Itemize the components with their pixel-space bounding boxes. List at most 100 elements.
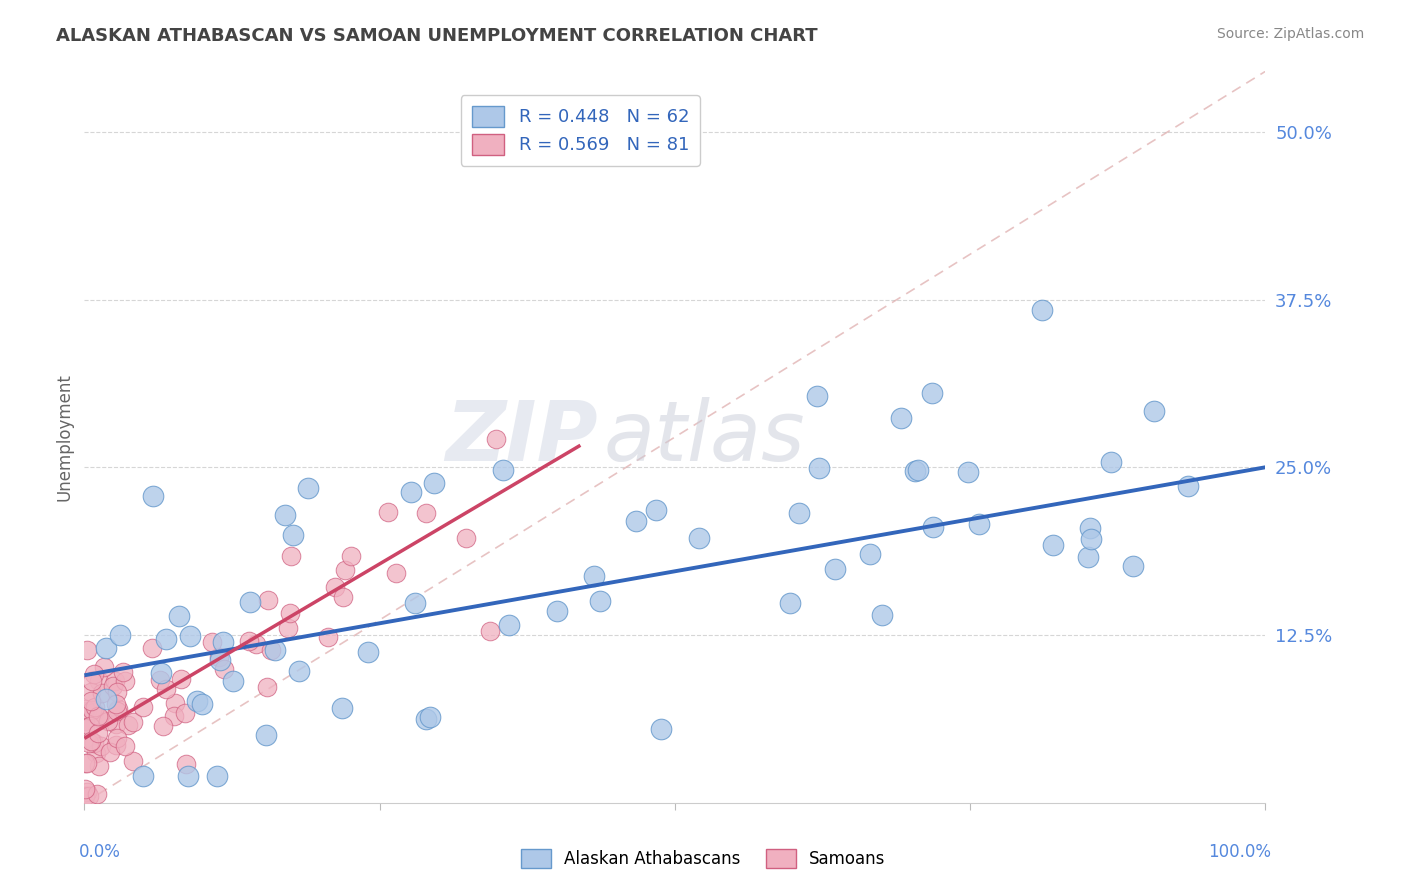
Point bbox=[454, 531, 477, 545]
Point bbox=[824, 562, 846, 576]
Point bbox=[83, 705, 105, 719]
Point bbox=[76, 643, 98, 657]
Point bbox=[589, 594, 612, 608]
Point bbox=[76, 784, 98, 798]
Point bbox=[121, 715, 143, 730]
Point bbox=[280, 607, 302, 621]
Point bbox=[688, 531, 710, 545]
Point bbox=[264, 643, 287, 657]
Point bbox=[142, 489, 165, 503]
Point bbox=[163, 696, 186, 710]
Point bbox=[111, 665, 134, 680]
Point bbox=[806, 389, 828, 403]
Point bbox=[155, 632, 177, 646]
Point bbox=[93, 659, 115, 673]
Point bbox=[274, 508, 297, 523]
Point bbox=[83, 699, 105, 714]
Point bbox=[82, 674, 104, 689]
Point bbox=[239, 595, 262, 609]
Point bbox=[890, 411, 912, 425]
Point bbox=[404, 596, 426, 610]
Point bbox=[104, 698, 127, 712]
Text: 100.0%: 100.0% bbox=[1208, 843, 1271, 861]
Point bbox=[333, 563, 356, 577]
Point bbox=[872, 608, 894, 623]
Point bbox=[174, 706, 197, 720]
Point bbox=[208, 653, 231, 667]
Point bbox=[297, 481, 319, 495]
Point bbox=[787, 506, 810, 520]
Point bbox=[399, 485, 422, 500]
Point bbox=[1122, 559, 1144, 574]
Point bbox=[277, 621, 299, 635]
Point bbox=[288, 664, 311, 678]
Point bbox=[91, 686, 114, 700]
Point bbox=[132, 769, 155, 783]
Point bbox=[114, 674, 136, 689]
Point bbox=[87, 725, 110, 739]
Point bbox=[167, 609, 190, 624]
Point bbox=[903, 464, 925, 478]
Point bbox=[205, 769, 228, 783]
Legend: Alaskan Athabascans, Samoans: Alaskan Athabascans, Samoans bbox=[515, 842, 891, 875]
Point bbox=[90, 739, 112, 753]
Point bbox=[87, 711, 110, 725]
Point bbox=[859, 547, 882, 561]
Point bbox=[1177, 479, 1199, 493]
Point bbox=[650, 722, 672, 736]
Point bbox=[73, 789, 96, 803]
Point bbox=[921, 385, 943, 400]
Point bbox=[583, 569, 606, 583]
Point bbox=[107, 701, 129, 715]
Point bbox=[101, 679, 124, 693]
Point bbox=[73, 782, 96, 797]
Point bbox=[105, 685, 128, 699]
Point bbox=[73, 722, 96, 736]
Point bbox=[339, 549, 361, 563]
Point bbox=[280, 549, 302, 563]
Point bbox=[1031, 302, 1053, 317]
Point bbox=[87, 708, 110, 723]
Point bbox=[256, 680, 278, 694]
Point bbox=[222, 674, 245, 689]
Point bbox=[259, 643, 281, 657]
Point bbox=[645, 503, 668, 517]
Point bbox=[807, 461, 830, 475]
Point bbox=[419, 710, 441, 724]
Point bbox=[80, 685, 103, 699]
Point bbox=[114, 739, 136, 753]
Point bbox=[132, 700, 155, 714]
Point bbox=[281, 527, 304, 541]
Point bbox=[83, 666, 105, 681]
Point bbox=[141, 641, 163, 656]
Point bbox=[332, 590, 354, 604]
Point bbox=[330, 700, 353, 714]
Point bbox=[1143, 404, 1166, 418]
Point bbox=[1080, 532, 1102, 546]
Point bbox=[478, 624, 501, 639]
Point bbox=[80, 734, 103, 748]
Point bbox=[79, 789, 101, 803]
Point bbox=[97, 714, 120, 728]
Point bbox=[76, 756, 98, 770]
Point bbox=[86, 787, 108, 801]
Point bbox=[150, 666, 173, 681]
Y-axis label: Unemployment: Unemployment bbox=[55, 373, 73, 501]
Point bbox=[1080, 521, 1102, 535]
Point bbox=[957, 465, 980, 479]
Point bbox=[238, 634, 260, 648]
Point bbox=[155, 682, 177, 697]
Point bbox=[423, 476, 446, 491]
Point bbox=[104, 673, 127, 688]
Point bbox=[83, 736, 105, 750]
Point bbox=[779, 596, 801, 610]
Point bbox=[191, 697, 214, 711]
Point bbox=[105, 704, 128, 718]
Point bbox=[385, 566, 408, 581]
Point bbox=[98, 745, 121, 759]
Point bbox=[170, 673, 193, 687]
Point bbox=[969, 517, 991, 532]
Point bbox=[84, 747, 107, 761]
Point bbox=[117, 718, 139, 732]
Point bbox=[80, 694, 103, 708]
